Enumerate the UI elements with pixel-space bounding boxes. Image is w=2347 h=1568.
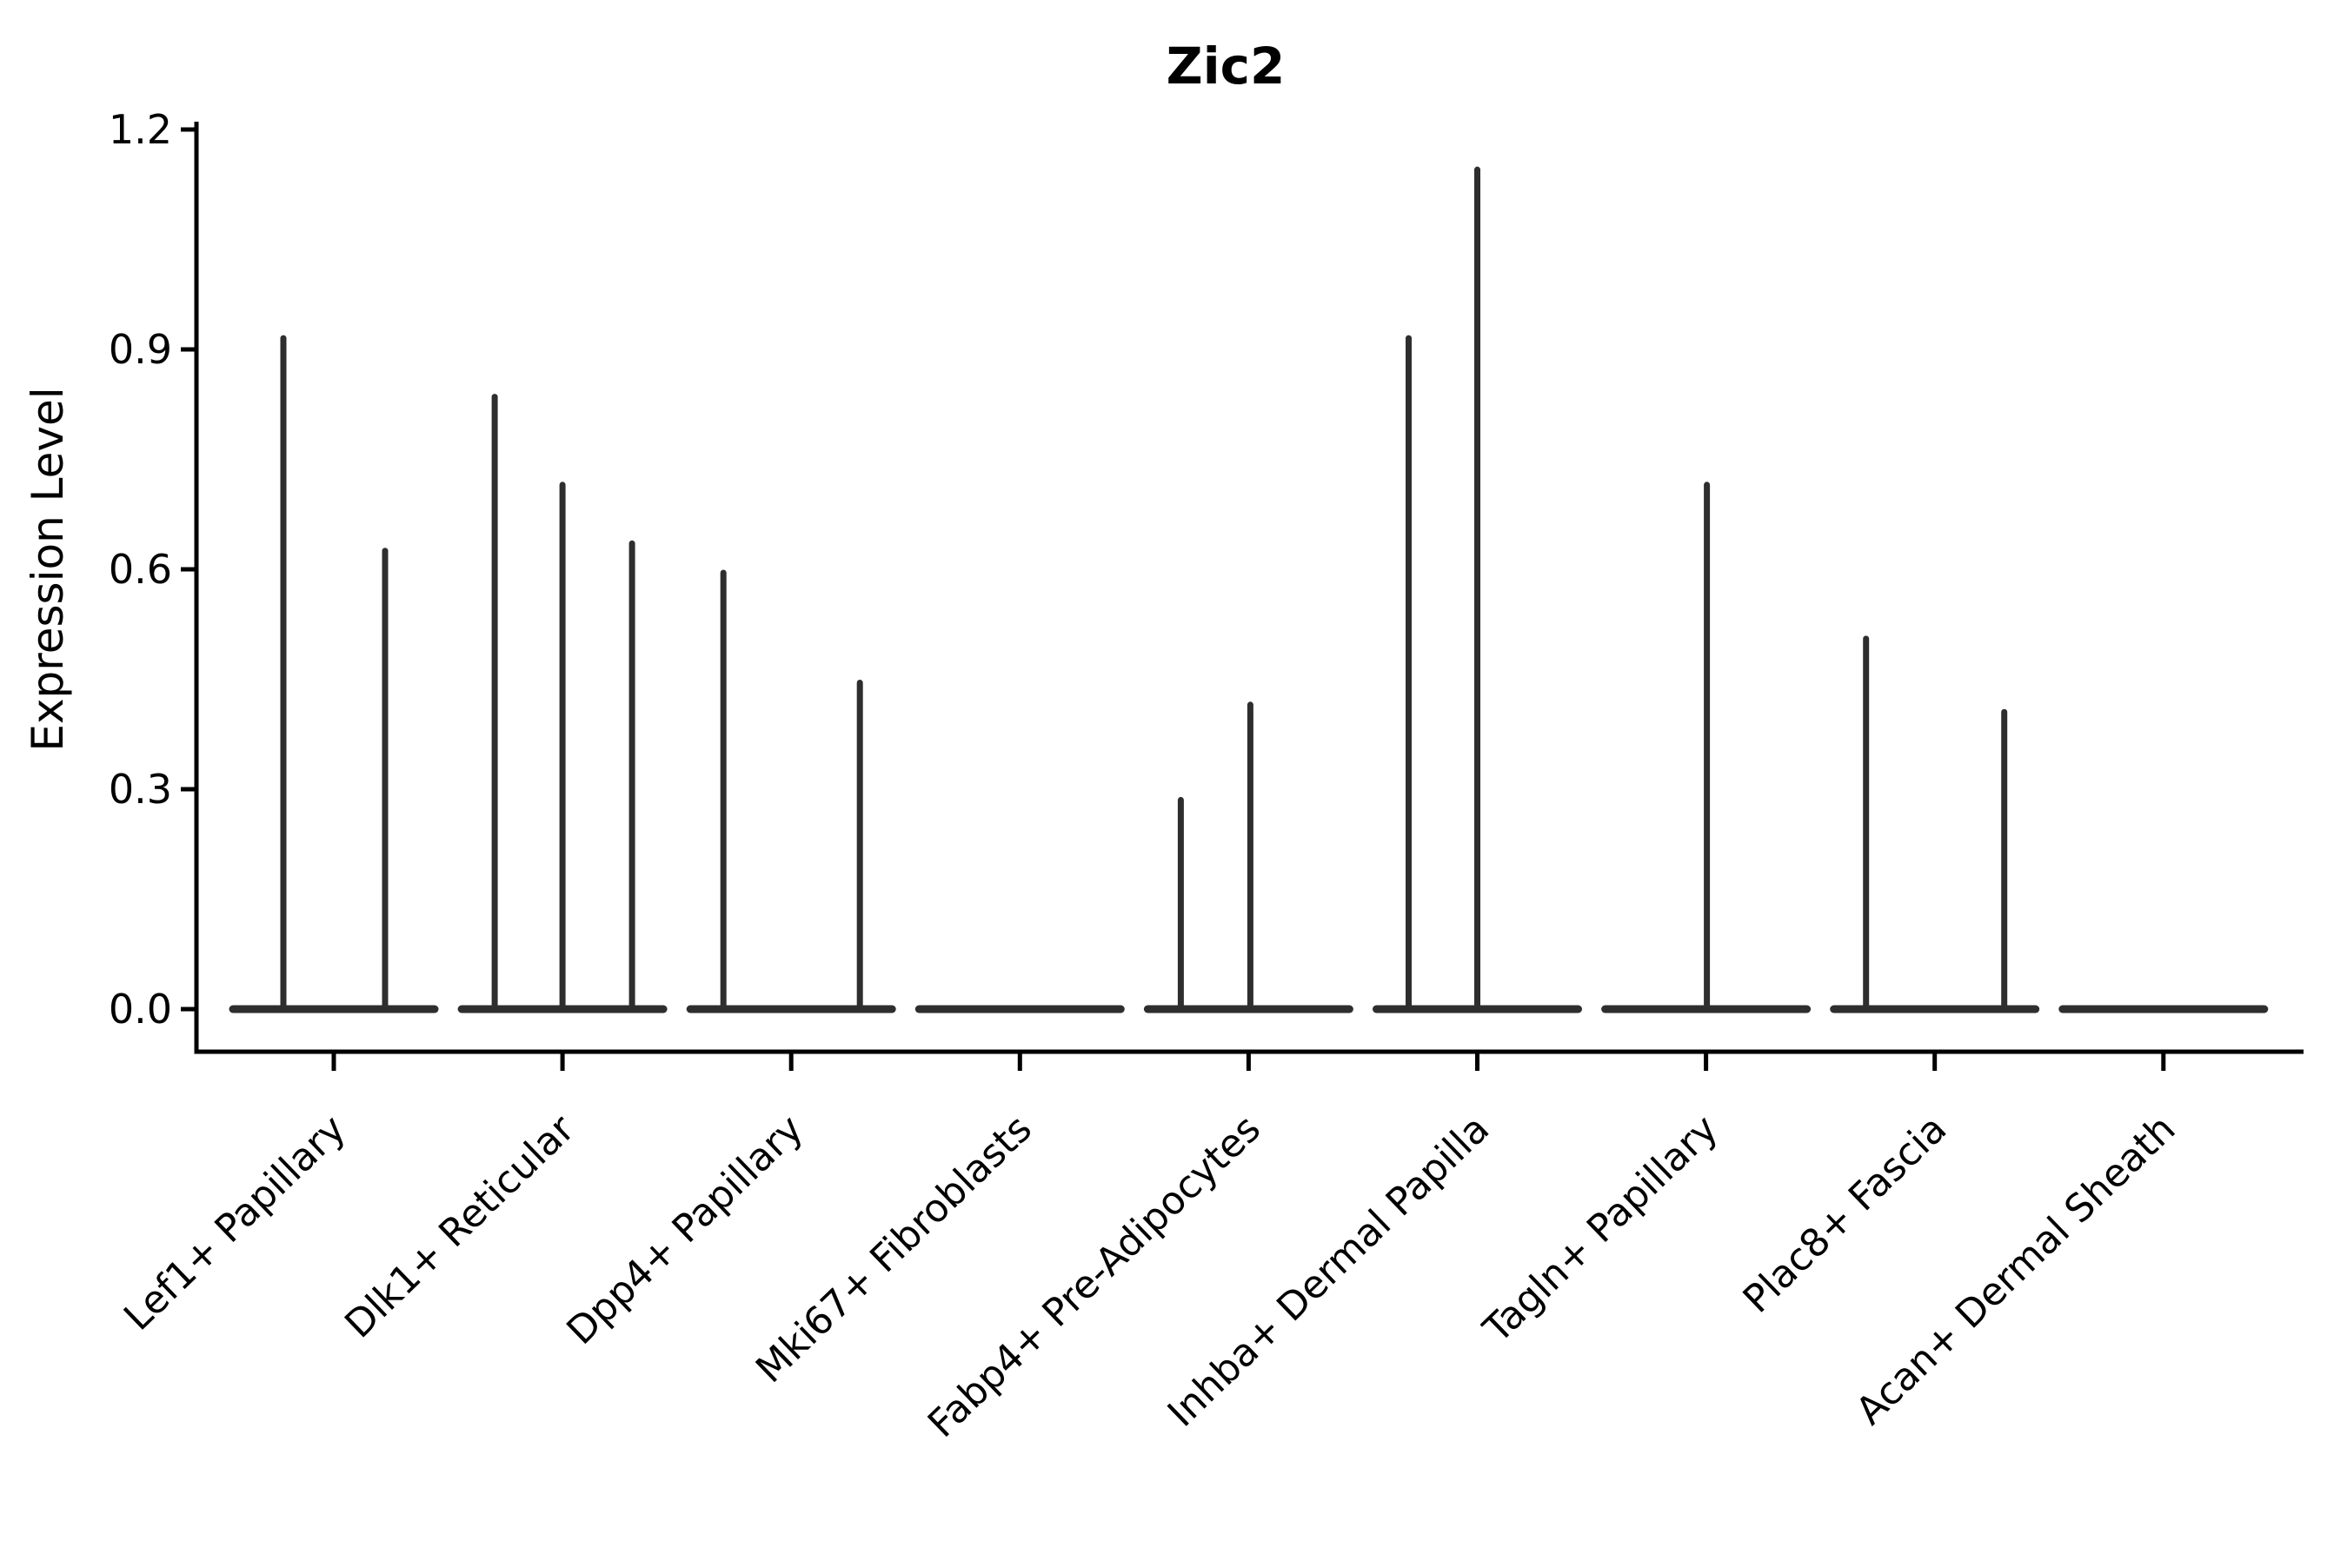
violin-1 [229,335,439,1013]
violin-2 [457,394,668,1013]
y-tick-label: 1.2 [109,106,172,153]
violin-7 [1601,482,1812,1013]
chart-title: Zic2 [1167,37,1286,96]
violins-group [229,166,2269,1013]
x-tick-label: Tagln+ Papillary [1474,1106,1726,1352]
x-tick-label: Dlk1+ Reticular [336,1106,583,1347]
y-tick-label: 0.0 [109,986,172,1033]
y-axis: 0.0 0.3 0.6 0.9 1.2 [109,106,196,1033]
y-tick-label: 0.9 [109,326,172,373]
x-tick-label: Lef1+ Papillary [116,1106,355,1339]
x-tick-label: Plac8+ Fascia [1735,1106,1956,1321]
y-tick-label: 0.6 [109,546,172,593]
violin-6 [1373,166,1582,1013]
y-axis-label: Expression Level [23,387,73,751]
y-tick-label: 0.3 [109,766,172,813]
violin-5 [1143,701,1353,1013]
violin-3 [686,569,896,1013]
violin-8 [1830,635,2040,1013]
x-tick-label: Dpp4+ Papillary [558,1106,811,1353]
